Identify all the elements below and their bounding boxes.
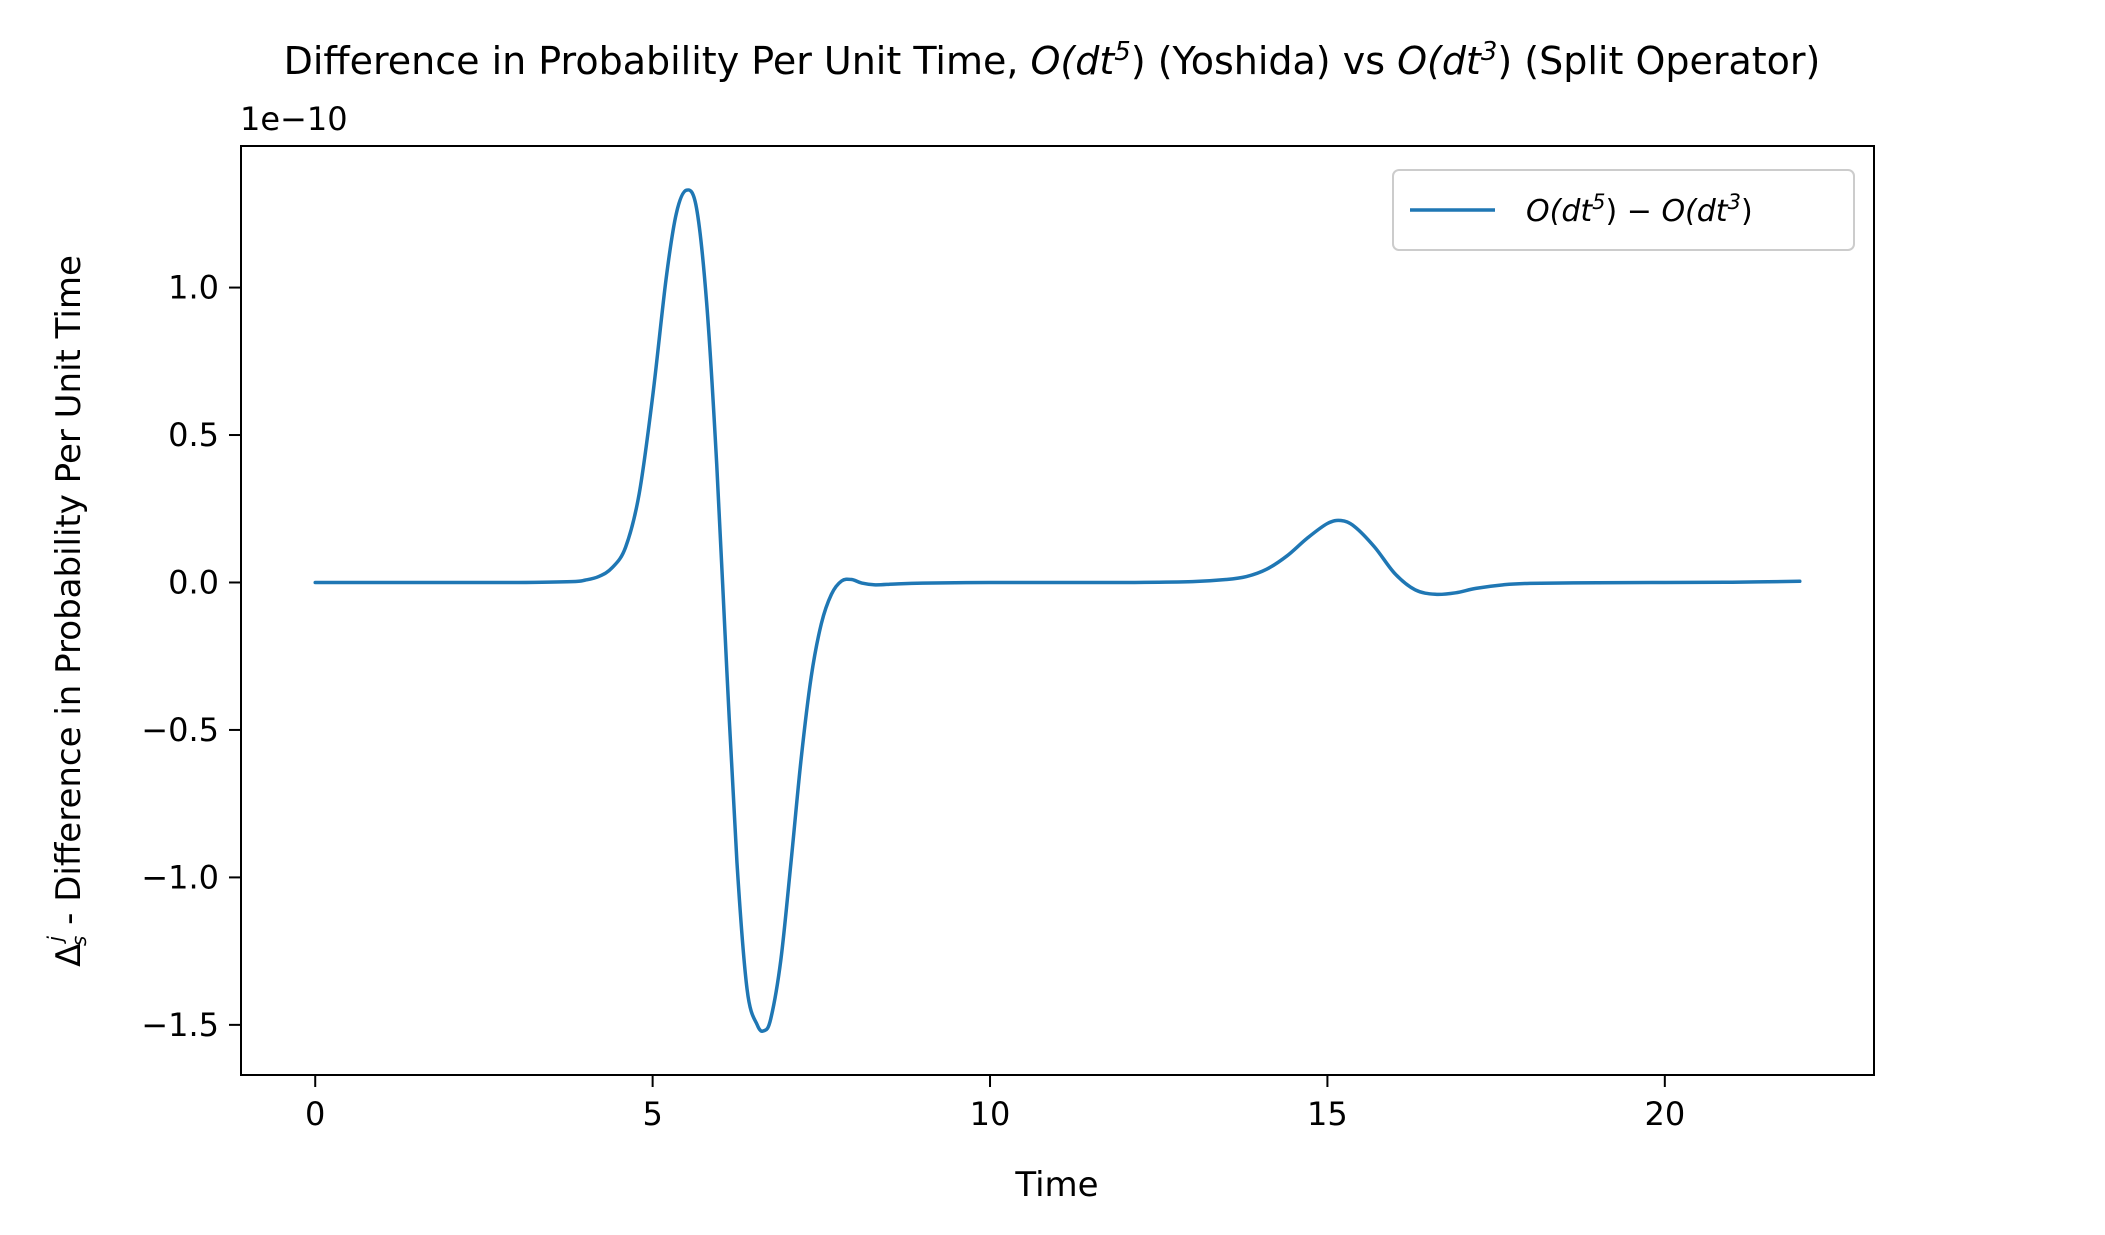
x-axis-label: Time	[1014, 1165, 1098, 1205]
y-tick-label: 1.0	[168, 269, 219, 307]
legend-box	[1392, 169, 1855, 251]
y-offset-label: 1e−10	[240, 100, 348, 138]
x-axis-ticks: 0 5 10 15 20	[305, 1075, 1685, 1133]
legend-label: O(dt5) − O(dt3)	[1526, 190, 1753, 229]
y-tick-label: −1.0	[141, 858, 219, 896]
legend: O(dt5) − O(dt3)	[1392, 169, 1855, 251]
y-tick-label: −0.5	[141, 711, 219, 749]
plot-area-frame	[240, 145, 1875, 1076]
y-axis-ticks: 1.0 0.5 0.0 −0.5 −1.0 −1.5	[141, 269, 241, 1044]
y-tick-label: 0.0	[168, 563, 219, 601]
y-axis-label: Δjs - Difference in Probability Per Unit…	[43, 255, 91, 967]
x-tick-label: 20	[1644, 1095, 1685, 1133]
x-tick-label: 0	[305, 1095, 325, 1133]
y-tick-label: −1.5	[141, 1006, 219, 1044]
y-tick-label: 0.5	[168, 416, 219, 454]
x-tick-label: 10	[970, 1095, 1011, 1133]
x-tick-label: 5	[642, 1095, 662, 1133]
chart-title: Difference in Probability Per Unit Time,…	[284, 37, 1821, 83]
x-tick-label: 15	[1307, 1095, 1348, 1133]
series-line	[313, 188, 1802, 1033]
